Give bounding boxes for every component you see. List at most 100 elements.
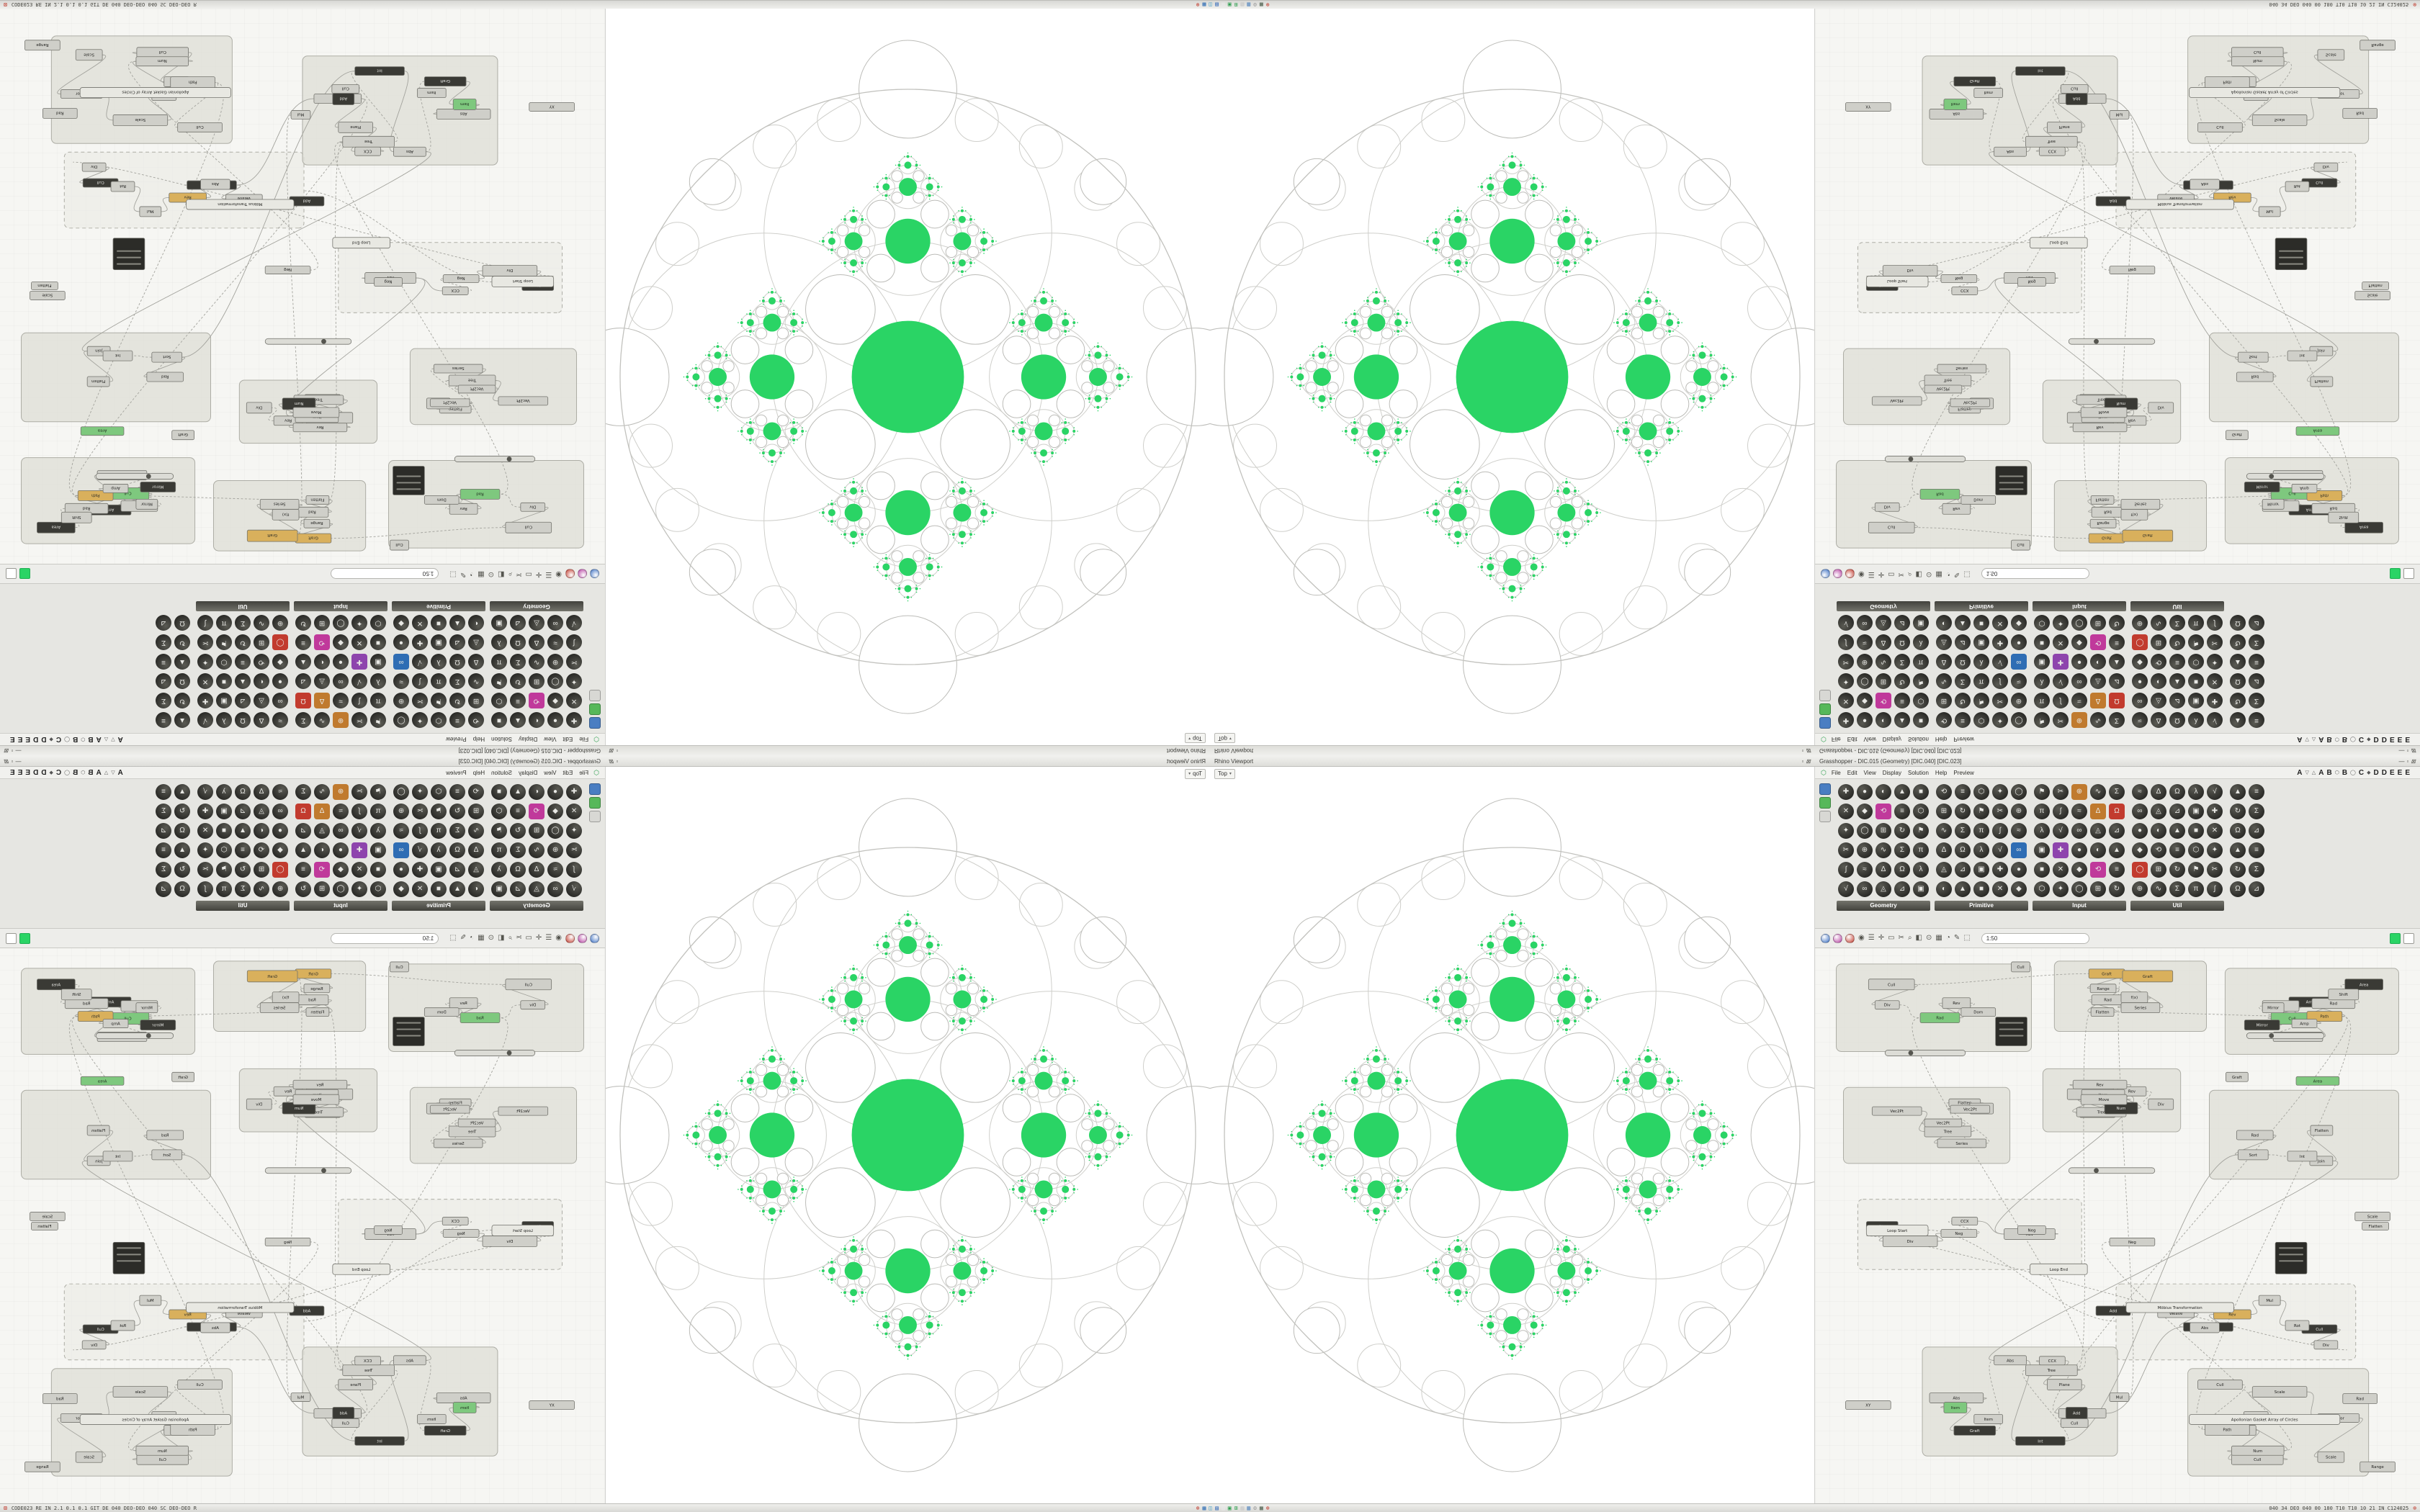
gh-node[interactable]: [1919, 1012, 1960, 1023]
toolbar-icon[interactable]: ≡: [510, 803, 526, 819]
toolbar-icon[interactable]: ▲: [510, 712, 526, 729]
toolbar-icon[interactable]: ≡: [1955, 712, 1971, 729]
gh-node[interactable]: [331, 1418, 360, 1428]
ribbon-tab[interactable]: E: [2405, 735, 2410, 744]
ribbon-tab[interactable]: E: [25, 735, 31, 744]
toolbar-icon[interactable]: ⊿: [2249, 615, 2264, 631]
toolbar-icon[interactable]: ✦: [197, 654, 213, 670]
canvas-tool-icon[interactable]: ◉: [1858, 570, 1865, 578]
toolbar-icon[interactable]: ✕: [351, 861, 367, 878]
toolbar-icon[interactable]: π: [370, 693, 386, 709]
toolbar-icon[interactable]: √: [412, 842, 428, 858]
gh-node[interactable]: [338, 1379, 374, 1391]
toolbar-icon[interactable]: ≈: [547, 861, 563, 878]
slider-knob[interactable]: [2094, 338, 2099, 344]
toolbar-icon[interactable]: ↻: [2230, 861, 2246, 878]
gh-node[interactable]: [2231, 56, 2285, 67]
toolbar-icon[interactable]: ≡: [2249, 783, 2264, 800]
toolbar-icon[interactable]: ⊿: [2109, 673, 2125, 690]
gh-node[interactable]: [80, 1076, 125, 1086]
toolbar-icon[interactable]: ↻: [2109, 615, 2125, 631]
toolbar-icon[interactable]: ⟲: [254, 654, 269, 670]
gh-node[interactable]: [2060, 84, 2089, 94]
toolbar-icon[interactable]: ↻: [174, 861, 190, 878]
toolbar-icon[interactable]: ⟲: [1936, 783, 1952, 800]
gh-node[interactable]: [2237, 1149, 2269, 1161]
toolbar-icon[interactable]: √: [1838, 881, 1854, 897]
gh-node[interactable]: [2039, 146, 2066, 156]
canvas-tool-icon[interactable]: ◧: [1915, 570, 1922, 578]
gh-node[interactable]: [171, 1071, 194, 1082]
ribbon-tab[interactable]: E: [2397, 735, 2403, 744]
gh-node[interactable]: [424, 76, 467, 86]
gh-node[interactable]: [2244, 482, 2280, 492]
gh-node[interactable]: [424, 1007, 460, 1017]
toolbar-icon[interactable]: ✚: [351, 654, 367, 670]
gh-node[interactable]: [1871, 1106, 1922, 1116]
toolbar-icon[interactable]: ≈: [272, 712, 288, 729]
gh-node-wide[interactable]: [332, 1263, 390, 1275]
toolbar-icon[interactable]: ⊕: [1857, 654, 1873, 670]
close-icon[interactable]: ⊗: [2413, 1504, 2417, 1511]
view-mode-icon[interactable]: [1833, 569, 1842, 579]
gh-node[interactable]: [140, 1020, 176, 1030]
toolbar-icon[interactable]: ⚑: [2188, 861, 2204, 878]
toolbar-icon[interactable]: Σ: [2109, 783, 2125, 800]
toolbar-icon[interactable]: ⚑: [431, 693, 447, 709]
toolbar-icon[interactable]: ✚: [2207, 693, 2223, 709]
gh-node[interactable]: [529, 1400, 575, 1410]
toolbar-icon[interactable]: Δ: [468, 842, 484, 858]
toolbar-icon[interactable]: ●: [272, 673, 288, 690]
toolbar-icon[interactable]: ⚑: [216, 861, 232, 878]
toolbar-icon[interactable]: Σ: [449, 822, 465, 839]
toolbar-icon[interactable]: ⊕: [272, 615, 288, 631]
toolbar-icon[interactable]: ≡: [235, 842, 251, 858]
canvas-tool-icon[interactable]: ▭: [525, 934, 532, 942]
toolbar-icon[interactable]: ⊞: [2090, 615, 2106, 631]
toolbar-icon[interactable]: ✕: [197, 822, 213, 839]
toolbar-icon[interactable]: ↻: [1894, 673, 1910, 690]
menu-item-help[interactable]: Help: [1935, 736, 1948, 743]
toolbar-icon[interactable]: ●: [2132, 673, 2148, 690]
ribbon-tab[interactable]: △: [104, 770, 109, 775]
view-mode-icon[interactable]: [1821, 569, 1830, 579]
gh-node[interactable]: [42, 1393, 78, 1404]
menu-item-solution[interactable]: Solution: [491, 736, 513, 743]
gh-node[interactable]: [1951, 287, 1978, 295]
slider-knob[interactable]: [321, 1168, 326, 1174]
preview-toggle-off[interactable]: [6, 568, 17, 580]
slider-node[interactable]: [1884, 456, 1966, 462]
toolbar-icon[interactable]: ●: [547, 783, 563, 800]
toolbar-icon[interactable]: √: [412, 654, 428, 670]
gh-node-wide[interactable]: [2189, 87, 2341, 98]
ribbon-tab[interactable]: A: [2297, 735, 2303, 744]
toolbar-icon[interactable]: ⚑: [491, 673, 507, 690]
toolbar-icon[interactable]: ⬡: [1913, 693, 1929, 709]
gh-window-buttons[interactable]: — ▫ ⊠: [4, 748, 22, 755]
toolbar-icon[interactable]: ◐: [254, 822, 269, 839]
toolbar-icon[interactable]: ✚: [197, 803, 213, 819]
toolbar-icon[interactable]: λ: [491, 634, 507, 651]
toolbar-icon[interactable]: ⚑: [1973, 693, 1989, 709]
gh-node[interactable]: [2109, 1238, 2156, 1246]
gh-node[interactable]: [290, 1392, 311, 1402]
gh-node[interactable]: [146, 1130, 184, 1140]
gh-node[interactable]: [102, 484, 129, 493]
gh-node[interactable]: [2072, 1079, 2128, 1089]
toolbar-icon[interactable]: ⟲: [468, 712, 484, 729]
toolbar-icon[interactable]: ∞: [2071, 673, 2087, 690]
canvas-tool-icon[interactable]: ☰: [1868, 934, 1875, 942]
toolbar-icon[interactable]: ✦: [2053, 615, 2069, 631]
toolbar-icon[interactable]: ⊞: [529, 673, 544, 690]
quick-access-button[interactable]: [1819, 690, 1831, 701]
gh-node[interactable]: [1994, 1355, 2027, 1366]
toolbar-icon[interactable]: ≡: [449, 783, 465, 800]
toolbar-icon[interactable]: Ω: [510, 861, 526, 878]
gh-node[interactable]: [2295, 1076, 2340, 1086]
toolbar-icon[interactable]: ▲: [2230, 783, 2246, 800]
gh-node[interactable]: [151, 351, 183, 363]
preview-toggle-off[interactable]: [2403, 932, 2414, 944]
toolbar-icon[interactable]: ⊞: [314, 615, 330, 631]
gh-node[interactable]: [177, 1380, 223, 1390]
toolbar-icon[interactable]: ▲: [510, 783, 526, 800]
